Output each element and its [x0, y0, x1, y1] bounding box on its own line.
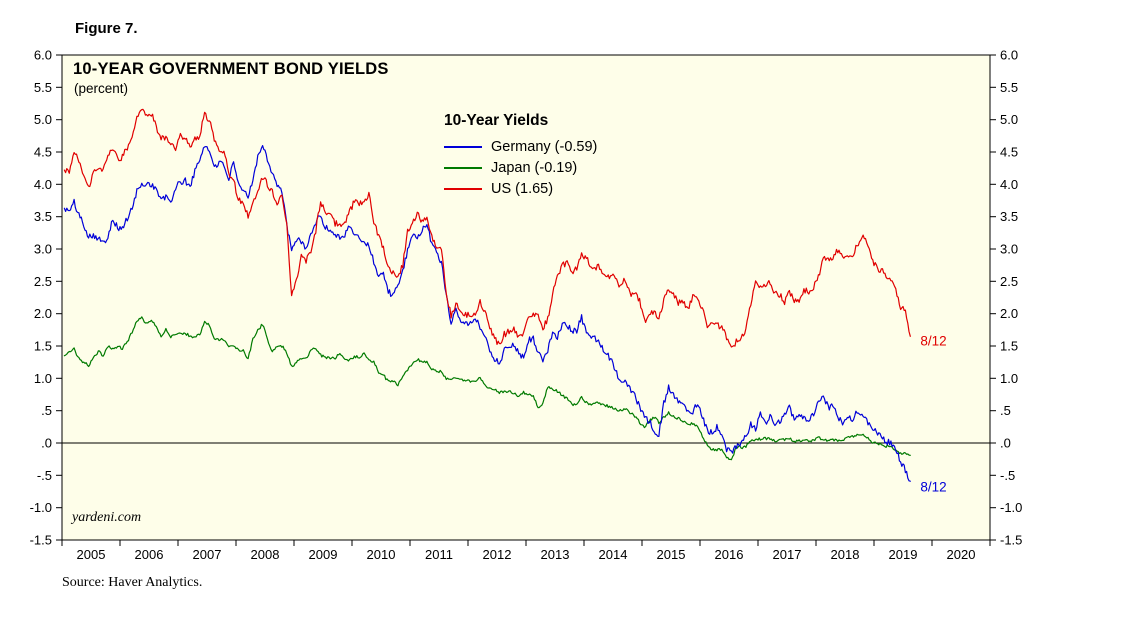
x-axis-year-label: 2020	[947, 547, 976, 562]
legend-label: US (1.65)	[491, 180, 554, 197]
y-axis-label-left: 2.5	[34, 274, 52, 289]
y-axis-label-right: 3.5	[1000, 209, 1018, 224]
end-date-label: 8/12	[920, 480, 946, 495]
y-axis-label-left: -1.5	[30, 533, 52, 548]
y-axis-label-left: -1.0	[30, 500, 52, 515]
legend-label: Japan (-0.19)	[491, 159, 578, 176]
y-axis-label-right: 1.0	[1000, 371, 1018, 386]
y-axis-label-right: -1.5	[1000, 533, 1022, 548]
series-line	[63, 108, 911, 348]
y-axis-label-left: 5.5	[34, 80, 52, 95]
legend-label: Germany (-0.59)	[491, 138, 598, 155]
legend-item: Germany (-0.59)	[444, 136, 597, 157]
y-axis: 6.0 6.0 5.5 5.5 5.0 5.0 4.5 4.5 4.0 4.0 3.5 3.5 3.0 3…	[30, 48, 1023, 548]
y-axis-label-left: -.5	[37, 468, 52, 483]
chart-subtitle: (percent)	[74, 81, 129, 96]
y-axis-label-left: 3.0	[34, 242, 52, 257]
legend: 10-Year Yields Germany (-0.59) Japan (-0.…	[444, 112, 597, 199]
y-axis-label-left: .5	[41, 403, 52, 418]
y-axis-label-right: -1.0	[1000, 500, 1022, 515]
y-axis-label-right: .5	[1000, 403, 1011, 418]
y-axis-label-right: 5.5	[1000, 80, 1018, 95]
y-axis-label-left: .0	[41, 436, 52, 451]
watermark: yardeni.com	[72, 510, 142, 525]
x-axis-year-label: 2005	[77, 547, 106, 562]
x-axis-year-label: 2017	[773, 547, 802, 562]
x-axis-year-label: 2015	[657, 547, 686, 562]
legend-swatch-line	[444, 187, 482, 190]
figure-label: Figure 7.	[75, 20, 138, 37]
y-axis-label-right: 2.0	[1000, 306, 1018, 321]
x-axis-year-label: 2018	[831, 547, 860, 562]
x-axis: 2005 2006 2007 2008 2009 2010 2011 2012 2013 2014…	[61, 540, 991, 562]
x-axis-year-label: 2013	[541, 547, 570, 562]
y-axis-label-left: 1.5	[34, 339, 52, 354]
legend-title: 10-Year Yields	[444, 112, 549, 129]
y-axis-label-left: 5.0	[34, 112, 52, 127]
legend-swatch-line	[444, 145, 482, 148]
x-axis-year-label: 2011	[425, 547, 453, 562]
legend-item: US (1.65)	[444, 178, 597, 199]
y-axis-label-left: 4.5	[34, 145, 52, 160]
legend-item: Japan (-0.19)	[444, 157, 597, 178]
legend-items: Germany (-0.59) Japan (-0.19) US (1.65)	[444, 136, 597, 199]
x-axis-year-label: 2016	[715, 547, 744, 562]
x-axis-year-label: 2012	[483, 547, 512, 562]
source-note: Source: Haver Analytics.	[62, 575, 203, 590]
x-axis-year-label: 2009	[309, 547, 338, 562]
series-line	[63, 316, 911, 461]
y-axis-label-right: 1.5	[1000, 339, 1018, 354]
y-axis-label-right: 4.0	[1000, 177, 1018, 192]
x-axis-year-label: 2006	[135, 547, 164, 562]
x-axis-year-label: 2007	[193, 547, 222, 562]
y-axis-label-left: 2.0	[34, 306, 52, 321]
y-axis-label-left: 4.0	[34, 177, 52, 192]
x-axis-year-label: 2014	[599, 547, 628, 562]
x-axis-year-label: 2019	[889, 547, 918, 562]
y-axis-label-left: 1.0	[34, 371, 52, 386]
y-axis-label-left: 3.5	[34, 209, 52, 224]
y-axis-label-right: .0	[1000, 436, 1011, 451]
y-axis-label-right: 3.0	[1000, 242, 1018, 257]
plot-area	[61, 54, 991, 541]
y-axis-label-right: 5.0	[1000, 112, 1018, 127]
legend-swatch-line	[444, 166, 482, 169]
y-axis-label-left: 6.0	[34, 48, 52, 63]
x-axis-year-label: 2010	[367, 547, 396, 562]
y-axis-label-right: -.5	[1000, 468, 1015, 483]
series-line	[63, 145, 911, 482]
y-axis-label-right: 4.5	[1000, 145, 1018, 160]
end-date-label: 8/12	[920, 333, 946, 348]
chart-title: 10-YEAR GOVERNMENT BOND YIELDS	[73, 60, 389, 78]
x-axis-year-label: 2008	[251, 547, 280, 562]
y-axis-label-right: 2.5	[1000, 274, 1018, 289]
y-axis-label-right: 6.0	[1000, 48, 1018, 63]
